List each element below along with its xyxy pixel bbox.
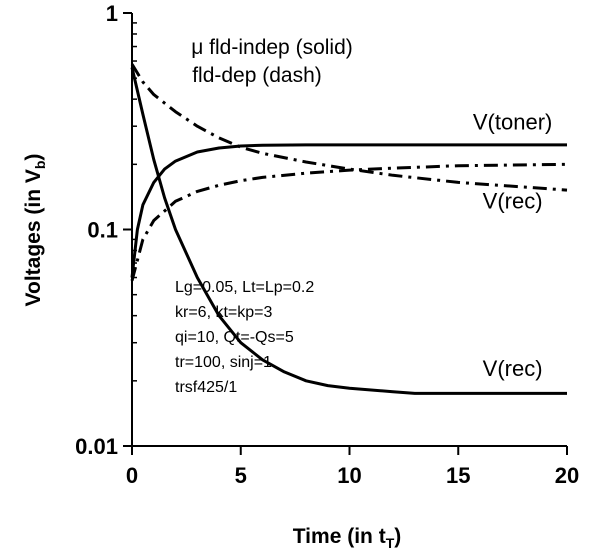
series-label-3: V(rec) <box>483 356 543 381</box>
legend-line-2: fld-dep (dash) <box>192 64 322 87</box>
x-tick-label: 5 <box>235 463 247 488</box>
y-axis-title: Voltages (in Vb) <box>22 154 48 307</box>
x-axis-title-main: Time (in t <box>293 525 386 548</box>
series-group <box>130 63 568 395</box>
x-axis-title-close: ) <box>394 525 401 548</box>
y-axis-title-sub: b <box>32 161 48 170</box>
annotation-5: trsf425/1 <box>175 379 237 396</box>
annotation-2: kr=6, kt=kp=3 <box>175 304 272 321</box>
series-line-4 <box>130 63 568 192</box>
x-tick-label: 10 <box>337 463 361 488</box>
x-tick-label: 20 <box>555 463 579 488</box>
y-axis-title-close: ) <box>22 154 45 161</box>
series-line-3 <box>130 162 568 282</box>
legend-line-1: μ fld-indep (solid) <box>191 36 353 59</box>
series-line-2 <box>130 67 567 395</box>
y-tick-label: 0.01 <box>75 434 118 459</box>
x-tick-label: 0 <box>126 463 138 488</box>
annotation-3: qi=10, Qt=-Qs=5 <box>175 329 294 346</box>
x-axis-title-sub: T <box>386 535 395 551</box>
parameter-annotations: Lg=0.05, Lt=Lp=0.2 kr=6, kt=kp=3 qi=10, … <box>175 279 314 396</box>
y-tick-label: 1 <box>106 1 118 26</box>
series-labels: V(toner) V(rec) V(rec) <box>473 109 552 381</box>
svg-text:Voltages (in Vb): Voltages (in Vb) <box>22 154 48 307</box>
y-axis-title-main: Voltages (in V <box>22 169 45 306</box>
annotation-1: Lg=0.05, Lt=Lp=0.2 <box>175 279 314 296</box>
series-label-1: V(toner) <box>473 109 552 134</box>
series-label-2: V(rec) <box>483 189 543 214</box>
x-tick-label: 15 <box>446 463 470 488</box>
axes: 0.010.110 5 10 15 20 <box>75 1 579 488</box>
x-axis-title: Time (in tT) <box>293 525 402 551</box>
series-line-1 <box>130 143 567 278</box>
y-tick-label: 0.1 <box>87 218 118 243</box>
annotation-4: tr=100, sinj=1 <box>175 354 272 371</box>
legend: μ fld-indep (solid) fld-dep (dash) <box>191 36 353 87</box>
